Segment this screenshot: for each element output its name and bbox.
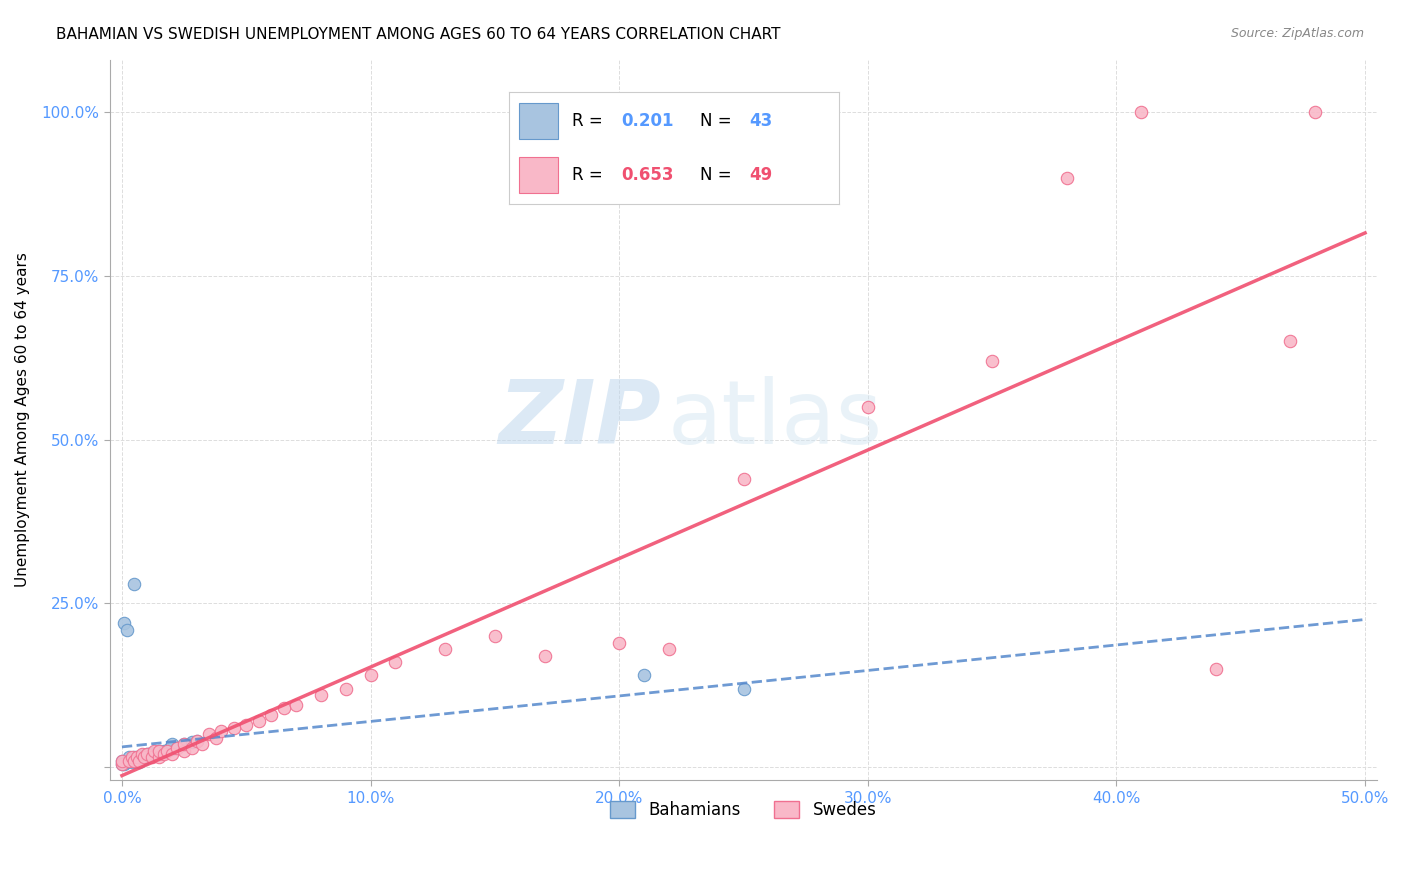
Point [533,648,555,663]
Point [157,742,180,756]
Point [180,735,202,749]
Point [1205,662,1227,676]
Point [135,750,157,764]
Point [141,748,163,763]
Point [360,668,382,682]
Point [198,727,221,741]
Point [148,744,170,758]
Point [111,754,134,768]
Point [131,752,153,766]
Point [484,629,506,643]
Point [156,744,179,758]
Point [981,354,1004,368]
Point [135,747,157,761]
Point [733,472,755,486]
Point [128,754,150,768]
Point [160,742,183,756]
Point [335,681,357,696]
Point [121,750,143,764]
Point [134,748,156,763]
Point [166,740,188,755]
Point [121,755,143,769]
Point [150,746,173,760]
Y-axis label: Unemployment Among Ages 60 to 64 years: Unemployment Among Ages 60 to 64 years [15,252,30,588]
Legend: Bahamians, Swedes: Bahamians, Swedes [603,795,883,826]
Point [134,752,156,766]
Point [156,744,179,758]
Point [153,744,176,758]
Point [114,756,136,771]
Point [434,642,457,657]
Point [124,576,146,591]
Point [121,752,143,766]
Text: Source: ZipAtlas.com: Source: ZipAtlas.com [1230,27,1364,40]
Text: atlas: atlas [668,376,883,464]
Point [235,717,257,731]
Point [186,734,208,748]
Point [856,400,879,414]
Point [148,747,170,761]
Point [115,755,138,769]
Point [138,747,160,761]
Point [131,747,153,761]
Point [153,747,176,761]
Point [125,754,148,768]
Point [186,734,208,748]
Point [205,731,228,745]
Point [733,681,755,696]
Point [1056,170,1078,185]
Point [111,756,134,771]
Point [135,747,157,761]
Point [143,747,166,761]
Text: ZIP: ZIP [498,376,661,464]
Point [160,737,183,751]
Point [134,750,156,764]
Point [141,750,163,764]
Point [285,698,308,712]
Point [148,750,170,764]
Point [658,642,681,657]
Point [247,714,270,729]
Point [118,750,141,764]
Point [143,744,166,758]
Point [128,755,150,769]
Point [384,656,406,670]
Point [173,744,195,758]
Point [633,668,655,682]
Point [166,740,188,755]
Point [309,688,332,702]
Point [114,615,136,630]
Point [115,623,138,637]
Point [111,754,134,768]
Point [138,750,160,764]
Point [1130,105,1153,120]
Point [260,707,283,722]
Point [141,746,163,760]
Point [209,724,232,739]
Point [128,750,150,764]
Point [124,750,146,764]
Point [160,747,183,761]
Point [180,740,202,755]
Point [111,756,134,771]
Point [173,737,195,751]
Point [145,746,167,760]
Point [125,750,148,764]
Point [222,721,245,735]
Point [131,748,153,763]
Point [173,737,195,751]
Point [124,754,146,768]
Point [1305,105,1327,120]
Text: BAHAMIAN VS SWEDISH UNEMPLOYMENT AMONG AGES 60 TO 64 YEARS CORRELATION CHART: BAHAMIAN VS SWEDISH UNEMPLOYMENT AMONG A… [56,27,780,42]
Point [124,754,146,768]
Point [190,737,212,751]
Point [148,744,170,758]
Point [273,701,295,715]
Point [1279,334,1302,349]
Point [118,754,141,768]
Point [125,749,148,764]
Point [118,754,141,768]
Point [607,636,630,650]
